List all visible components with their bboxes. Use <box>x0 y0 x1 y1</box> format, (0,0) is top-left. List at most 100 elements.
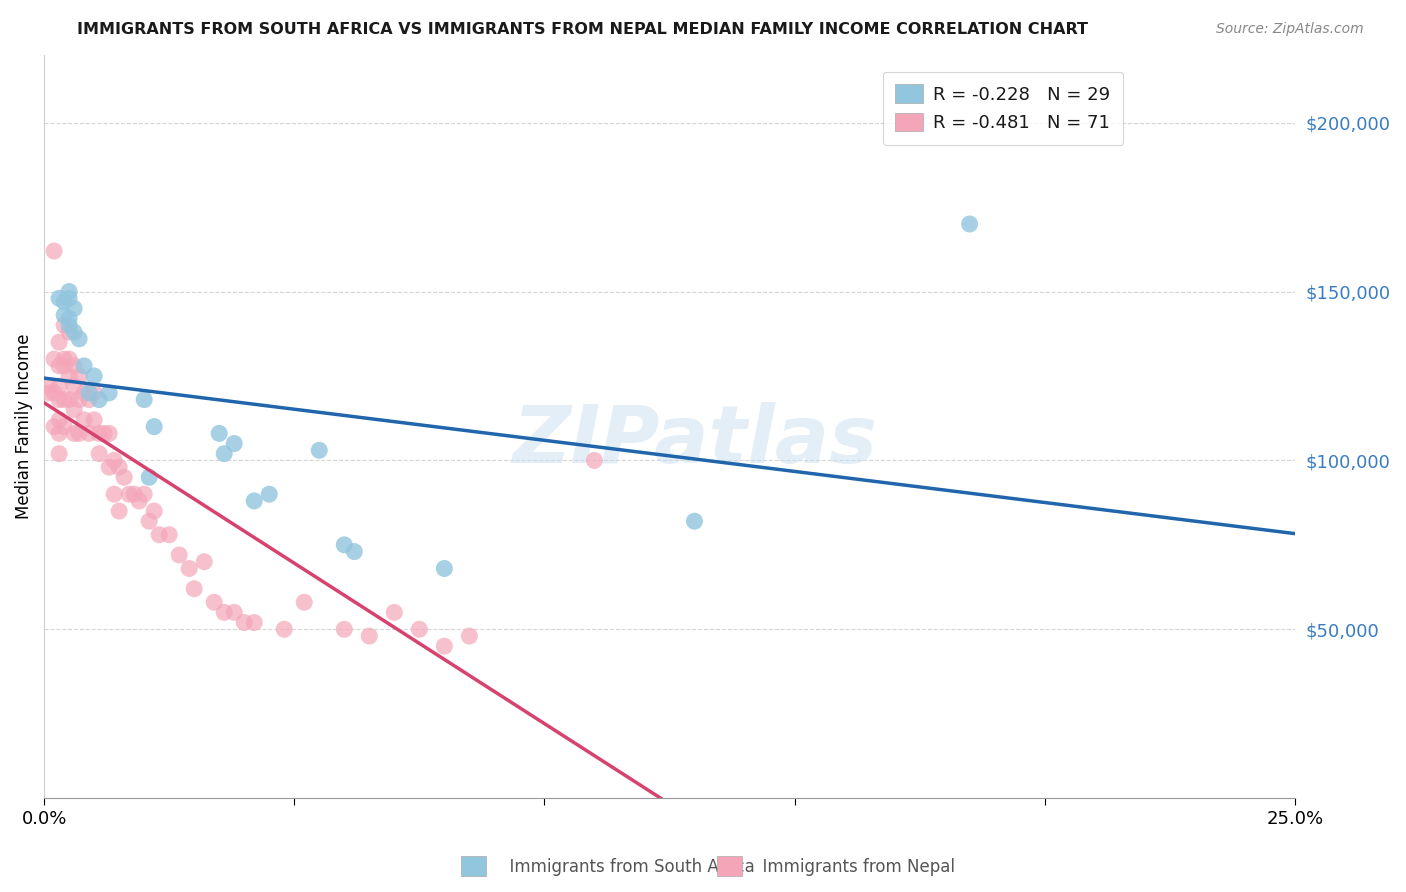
Point <box>93 426 115 441</box>
Point <box>42 385 65 400</box>
Point <box>224 606 246 620</box>
Text: Source: ZipAtlas.com: Source: ZipAtlas.com <box>1216 22 1364 37</box>
Text: ZIPatlas: ZIPatlas <box>512 402 877 481</box>
Point <box>143 504 166 518</box>
Point <box>959 217 981 231</box>
Point <box>433 639 456 653</box>
Point <box>98 460 121 475</box>
Point <box>77 385 100 400</box>
Point <box>63 426 86 441</box>
Point <box>122 487 145 501</box>
Point <box>103 487 125 501</box>
Point <box>408 622 430 636</box>
Point <box>58 392 80 407</box>
Point <box>179 561 201 575</box>
Point <box>53 294 76 309</box>
Text: Immigrants from South Africa: Immigrants from South Africa <box>499 858 755 876</box>
Point <box>77 392 100 407</box>
Point <box>73 359 96 373</box>
Point <box>128 494 150 508</box>
Point <box>53 352 76 367</box>
Point <box>48 335 70 350</box>
Point <box>243 615 266 630</box>
Point <box>257 487 280 501</box>
Text: IMMIGRANTS FROM SOUTH AFRICA VS IMMIGRANTS FROM NEPAL MEDIAN FAMILY INCOME CORRE: IMMIGRANTS FROM SOUTH AFRICA VS IMMIGRAN… <box>77 22 1088 37</box>
Point <box>53 419 76 434</box>
Point <box>42 352 65 367</box>
Point <box>98 385 121 400</box>
Point <box>183 582 205 596</box>
Point <box>63 379 86 393</box>
Point <box>53 359 76 373</box>
Point <box>683 514 706 528</box>
Point <box>73 385 96 400</box>
Point <box>89 392 111 407</box>
Point <box>48 447 70 461</box>
Point <box>138 470 160 484</box>
Point <box>38 379 60 393</box>
Point <box>42 419 65 434</box>
Point <box>67 369 90 384</box>
Point <box>583 453 606 467</box>
Point <box>58 285 80 299</box>
Point <box>77 426 100 441</box>
Y-axis label: Median Family Income: Median Family Income <box>15 334 32 519</box>
Point <box>134 392 156 407</box>
Point <box>112 470 135 484</box>
Point <box>382 606 405 620</box>
Point <box>53 308 76 322</box>
Point <box>138 514 160 528</box>
Point <box>58 352 80 367</box>
Point <box>48 413 70 427</box>
Point <box>308 443 330 458</box>
Point <box>212 447 235 461</box>
Point <box>67 426 90 441</box>
Point <box>63 359 86 373</box>
Point <box>63 325 86 339</box>
Point <box>58 318 80 333</box>
Point <box>134 487 156 501</box>
Point <box>292 595 315 609</box>
Point <box>98 426 121 441</box>
Point <box>343 544 366 558</box>
Point <box>89 426 111 441</box>
Point <box>63 301 86 316</box>
Point <box>73 413 96 427</box>
Point <box>212 606 235 620</box>
Point <box>108 504 131 518</box>
Point <box>433 561 456 575</box>
Point <box>148 527 170 541</box>
Point <box>202 595 225 609</box>
Point <box>273 622 295 636</box>
Point <box>67 392 90 407</box>
Point <box>58 291 80 305</box>
Point <box>48 426 70 441</box>
Legend: R = -0.228   N = 29, R = -0.481   N = 71: R = -0.228 N = 29, R = -0.481 N = 71 <box>883 71 1123 145</box>
Point <box>48 359 70 373</box>
Point <box>63 402 86 417</box>
Point <box>143 419 166 434</box>
Point <box>83 413 105 427</box>
Point <box>233 615 256 630</box>
Point <box>42 244 65 258</box>
Point <box>89 447 111 461</box>
Point <box>58 311 80 326</box>
Point <box>157 527 180 541</box>
Point <box>48 379 70 393</box>
Point <box>38 385 60 400</box>
Point <box>58 325 80 339</box>
Point <box>333 538 356 552</box>
Point <box>53 318 76 333</box>
Point <box>67 332 90 346</box>
Point <box>53 392 76 407</box>
Point <box>83 385 105 400</box>
Point <box>83 369 105 384</box>
Point <box>208 426 231 441</box>
Point <box>224 436 246 450</box>
Point <box>458 629 481 643</box>
Point <box>359 629 381 643</box>
Text: Immigrants from Nepal: Immigrants from Nepal <box>752 858 955 876</box>
Point <box>118 487 141 501</box>
Point <box>167 548 190 562</box>
Point <box>58 369 80 384</box>
